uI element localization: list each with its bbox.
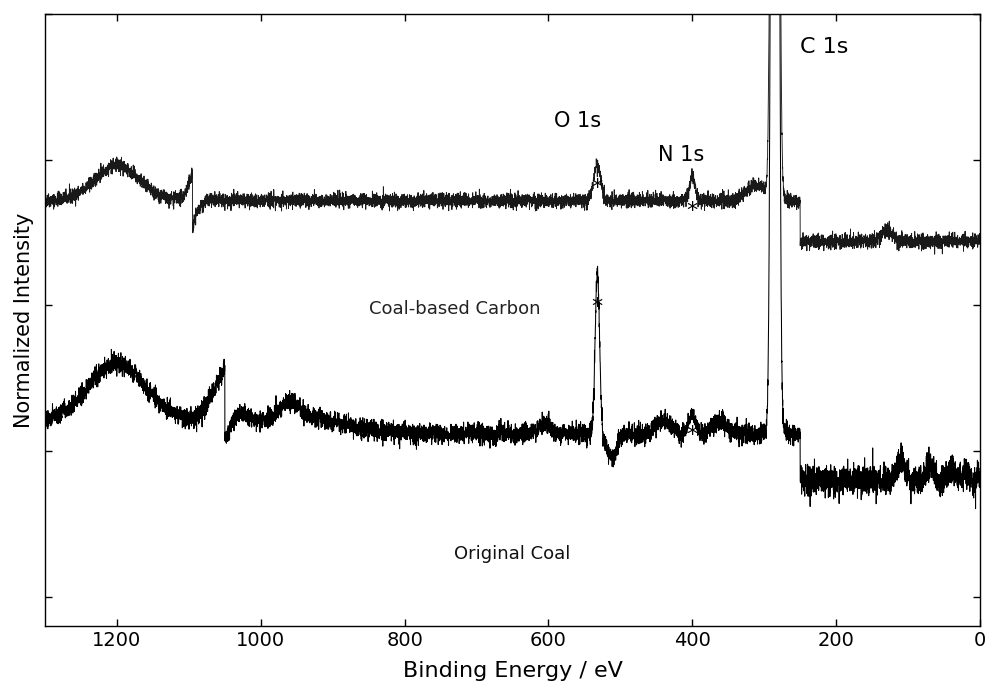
Text: C 1s: C 1s bbox=[800, 38, 849, 57]
Text: *: * bbox=[592, 297, 603, 317]
Text: *: * bbox=[687, 425, 698, 445]
Text: Original Coal: Original Coal bbox=[454, 544, 571, 562]
Y-axis label: Normalized Intensity: Normalized Intensity bbox=[14, 213, 34, 427]
X-axis label: Binding Energy / eV: Binding Energy / eV bbox=[403, 661, 622, 681]
Text: *: * bbox=[687, 201, 698, 221]
Text: O 1s: O 1s bbox=[554, 111, 601, 131]
Text: *: * bbox=[592, 177, 603, 197]
Text: N 1s: N 1s bbox=[658, 145, 705, 165]
Text: Coal-based Carbon: Coal-based Carbon bbox=[369, 300, 541, 318]
